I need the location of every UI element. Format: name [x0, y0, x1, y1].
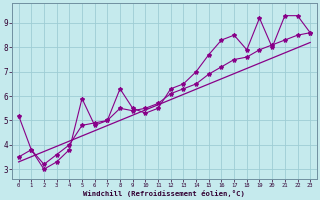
X-axis label: Windchill (Refroidissement éolien,°C): Windchill (Refroidissement éolien,°C)	[84, 190, 245, 197]
